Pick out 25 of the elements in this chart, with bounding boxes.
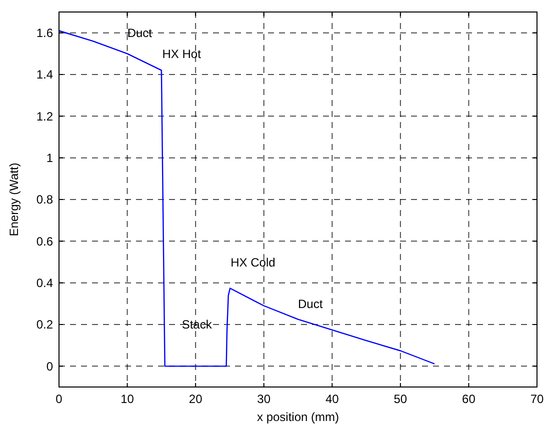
x-tick-label: 50 [394,392,408,406]
annotation: Duct [298,296,324,311]
x-tick-label: 30 [257,392,271,406]
x-tick-label: 20 [188,392,203,406]
y-tick-label: 0.4 [36,276,54,290]
x-tick-label: 10 [120,392,134,406]
x-tick-label: 40 [325,392,340,406]
y-tick-label: 1.4 [36,68,54,82]
annotation: Duct [127,26,153,40]
x-tick-label: 0 [56,392,63,406]
x-tick-label: 70 [530,392,544,406]
y-tick-label: 0.8 [36,192,54,207]
y-tick-label: 1.2 [36,109,54,124]
y-axis-title: Energy (Watt) [7,162,21,236]
y-tick-label: 1 [46,151,54,166]
x-axis-title: x position (mm) [256,410,340,424]
x-tick-label: 60 [462,392,476,406]
annotation: Stack [182,318,213,332]
y-tick-label: 0.6 [36,234,54,248]
y-tick-label: 0.2 [36,318,54,332]
y-tick-label: 1.6 [36,26,54,40]
annotation: HX Hot [162,46,202,61]
y-tick-label: 0 [46,359,54,374]
line-series [58,30,436,367]
annotation: HX Cold [230,255,276,270]
